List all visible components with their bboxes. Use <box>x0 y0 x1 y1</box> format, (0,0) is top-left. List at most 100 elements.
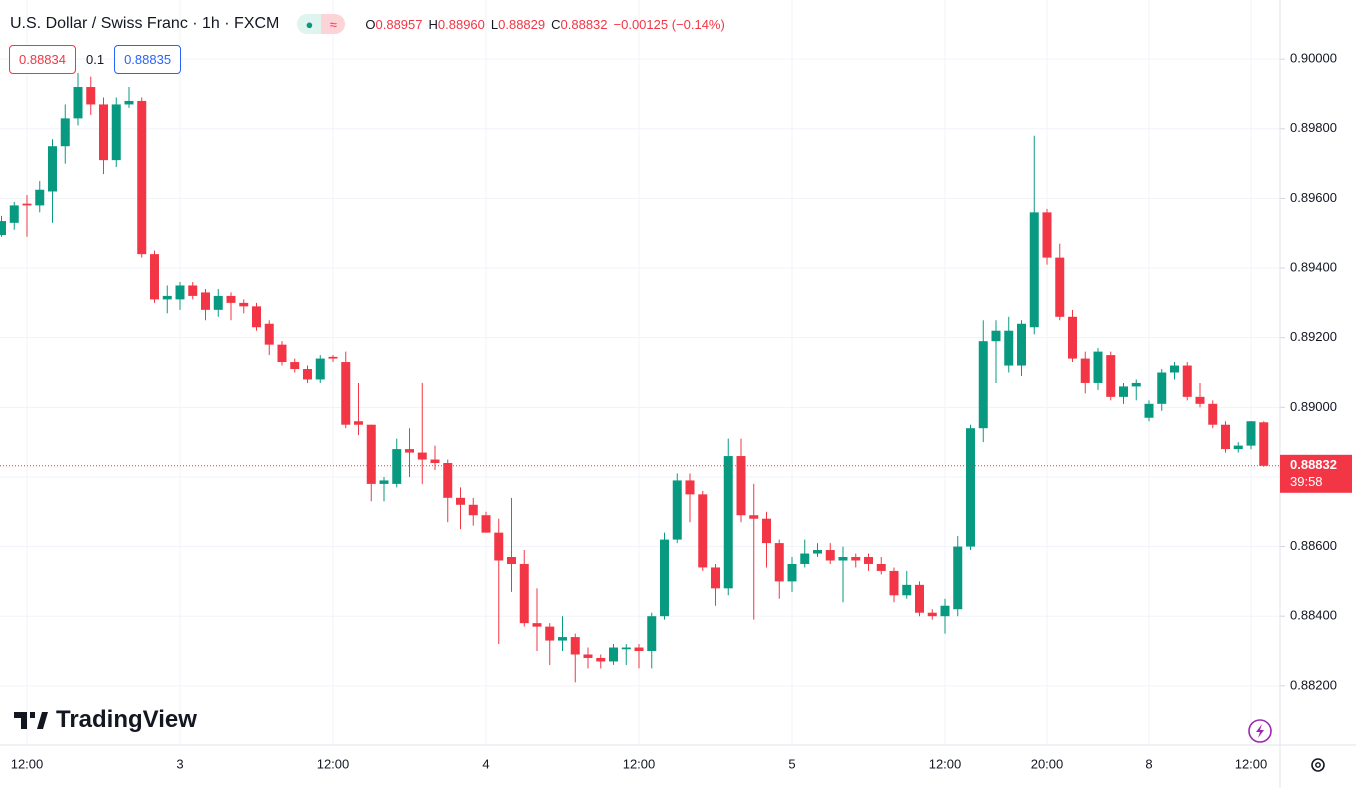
ohlc-value: 0.88829 <box>498 16 546 32</box>
candle-body <box>86 87 96 105</box>
y-tick-label: 0.89200 <box>1290 329 1337 344</box>
candle-body <box>315 358 325 380</box>
candle-body <box>787 563 797 582</box>
candle-body <box>800 553 810 564</box>
x-tick-label: 12:00 <box>929 756 962 771</box>
x-tick-label: 20:00 <box>1031 756 1064 771</box>
candle-body <box>162 295 172 300</box>
candle-body <box>609 647 618 662</box>
candle-body <box>685 480 695 495</box>
logo[interactable]: TradingView <box>14 706 197 734</box>
candle-body <box>277 344 287 363</box>
ohlc-key: L <box>490 16 499 32</box>
candle-body <box>507 557 516 564</box>
candle-body <box>1004 330 1014 366</box>
candle-body <box>405 449 414 453</box>
change: −0.00125 (−0.14%) <box>613 16 725 32</box>
candle-body <box>494 532 504 561</box>
candle-body <box>48 146 57 192</box>
ohlc-item: H0.88960 <box>429 17 485 32</box>
candle-body <box>532 623 542 627</box>
y-tick-label: 0.88600 <box>1290 538 1337 553</box>
candle-body <box>927 612 937 617</box>
candle-body <box>1259 422 1269 466</box>
candle-body <box>545 626 555 641</box>
candle-body <box>1119 386 1128 397</box>
ohlc-item: C0.88832 <box>551 17 607 32</box>
candle-body <box>889 570 899 596</box>
candle-body <box>825 550 835 561</box>
candle-body <box>379 480 389 484</box>
candle-body <box>366 424 376 484</box>
candle-body <box>1221 424 1230 450</box>
candle-body <box>558 637 567 641</box>
spread: 0.1 <box>86 52 105 67</box>
ohlc-value: 0.88832 <box>560 16 608 32</box>
alert-bolt <box>1256 724 1264 738</box>
gear-center <box>1315 762 1321 768</box>
brand: TradingView <box>56 706 197 733</box>
candle-body <box>303 369 312 380</box>
buy-button[interactable]: 0.88835 <box>114 45 182 74</box>
candle-body <box>736 456 746 516</box>
candle-body <box>851 557 861 561</box>
candle-body <box>481 515 491 533</box>
candle-body <box>22 203 32 206</box>
chart-title: U.S. Dollar / Swiss Franc · 1h · FXCM <box>10 15 280 32</box>
y-tick-label: 0.89000 <box>1290 399 1337 414</box>
candle-body <box>1208 403 1218 425</box>
candle-body <box>150 254 159 300</box>
x-tick-label: 5 <box>788 756 795 771</box>
candle-body <box>902 584 912 596</box>
candle-body <box>1144 403 1154 418</box>
candle-body <box>570 637 580 655</box>
ohlc-key: H <box>428 16 438 32</box>
ohlc-item: L0.88829 <box>491 17 545 32</box>
candle-body <box>341 362 351 425</box>
x-tick-label: 4 <box>482 756 489 771</box>
countdown: 39:58 <box>1290 474 1323 489</box>
candle-body <box>864 557 873 564</box>
candle-body <box>188 285 198 296</box>
x-tick-label: 12:00 <box>1235 756 1268 771</box>
x-tick-label: 8 <box>1145 756 1152 771</box>
candle-body <box>175 285 185 300</box>
logo-icon <box>14 712 48 729</box>
candle-body <box>201 292 210 310</box>
candle-body <box>838 557 848 561</box>
candle-body <box>417 452 427 460</box>
y-tick-label: 0.89400 <box>1290 259 1337 274</box>
ohlc-legend: O0.88957 H0.88960 L0.88829 C0.88832 −0.00125… <box>365 17 724 32</box>
ohlc-value: 0.88960 <box>437 16 485 32</box>
candle-body <box>35 189 45 206</box>
candle-body <box>966 428 975 547</box>
y-tick-label: 0.90000 <box>1290 51 1337 66</box>
alert-icon[interactable] <box>1248 719 1272 743</box>
candle-body <box>876 563 886 571</box>
sell-button[interactable]: 0.88834 <box>9 45 76 74</box>
candle-body <box>213 295 223 310</box>
candle-body <box>252 306 261 328</box>
candle-body <box>1055 257 1065 317</box>
candle-body <box>328 356 338 359</box>
candle-body <box>1246 421 1256 446</box>
candle-body <box>634 647 644 652</box>
candle-body <box>1093 351 1103 383</box>
candle-body <box>915 584 924 613</box>
candle-body <box>430 459 440 464</box>
header: U.S. Dollar / Swiss Franc · 1h · FXCM ● ≈… <box>10 12 725 36</box>
settings-icon[interactable] <box>1311 758 1325 772</box>
trade-buttons: 0.88834 0.1 0.88835 <box>9 45 182 74</box>
candle-body <box>60 118 70 147</box>
candle-body <box>1131 382 1141 387</box>
candle-body <box>1029 212 1039 328</box>
candle-body <box>111 104 121 161</box>
candle-body <box>456 497 465 505</box>
market-status[interactable]: ● ≈ <box>297 14 346 34</box>
candle-body <box>672 480 682 540</box>
candle-body <box>99 104 108 161</box>
candle-body <box>660 539 669 617</box>
candle-body <box>0 221 6 235</box>
x-tick-label: 3 <box>176 756 183 771</box>
